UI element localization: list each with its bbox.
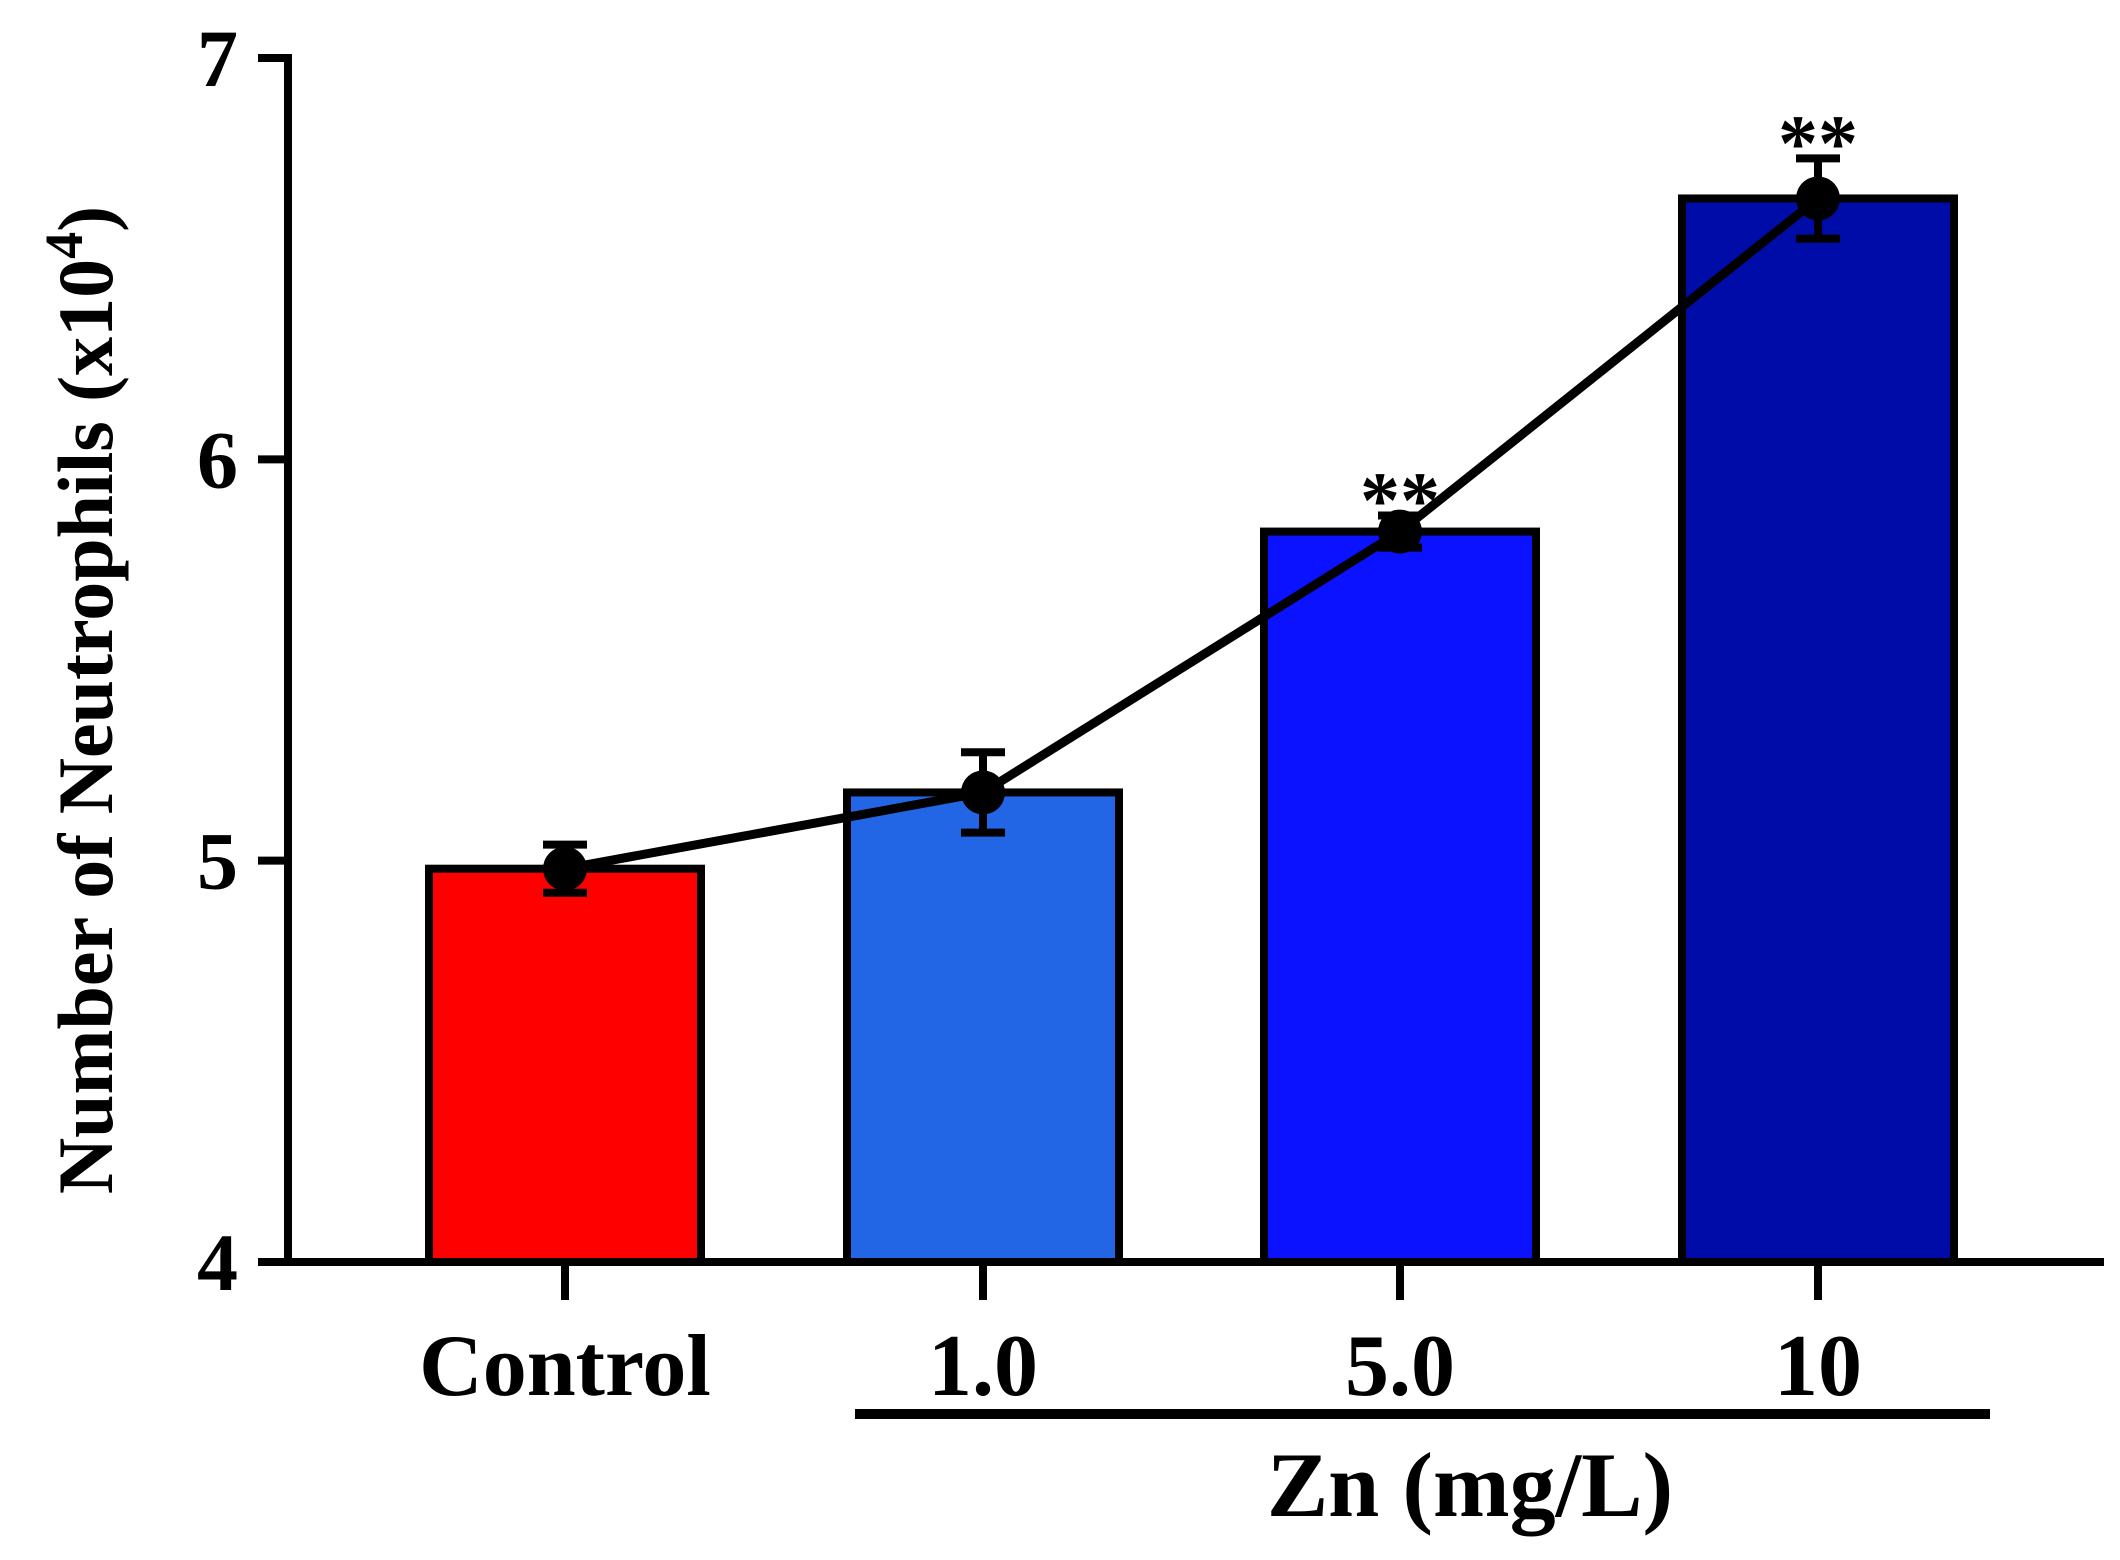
bar-2	[1260, 527, 1540, 1266]
bar-0	[425, 864, 705, 1267]
y-tick-label: 6	[197, 414, 238, 505]
significance-label: **	[1360, 458, 1440, 546]
y-axis-title-main: Number of Neutrophils (x10	[42, 259, 129, 1194]
trend-line-group	[543, 154, 1840, 897]
y-axis-title-close: )	[42, 206, 129, 232]
y-axis-title: Number of Neutrophils (x104)	[34, 206, 129, 1194]
y-tick-label: 5	[197, 816, 238, 907]
y-tick-label: 4	[197, 1217, 238, 1308]
x-ticks: Control 1.0 5.0 10	[419, 1262, 1862, 1415]
significance-label: **	[1778, 100, 1858, 188]
data-point	[1378, 509, 1422, 554]
trend-line	[564, 194, 1821, 874]
x-axis-title: Zn (mg/L)	[1267, 1434, 1673, 1536]
bars-group	[425, 194, 1958, 1267]
significance-markers: ** **	[1360, 100, 1858, 545]
data-point	[1796, 176, 1840, 221]
y-tick-label: 7	[197, 13, 238, 104]
y-ticks: 4 5 6 7	[197, 13, 288, 1308]
x-tick-label: 5.0	[1345, 1318, 1455, 1415]
x-tick-label: 10	[1774, 1318, 1862, 1415]
bar-3	[1678, 194, 1958, 1266]
y-axis-title-sup: 4	[34, 232, 94, 259]
bar-1	[843, 788, 1123, 1266]
data-point	[961, 770, 1005, 815]
x-tick-label: 1.0	[928, 1318, 1038, 1415]
data-point	[543, 846, 587, 891]
x-tick-label: Control	[419, 1318, 711, 1415]
